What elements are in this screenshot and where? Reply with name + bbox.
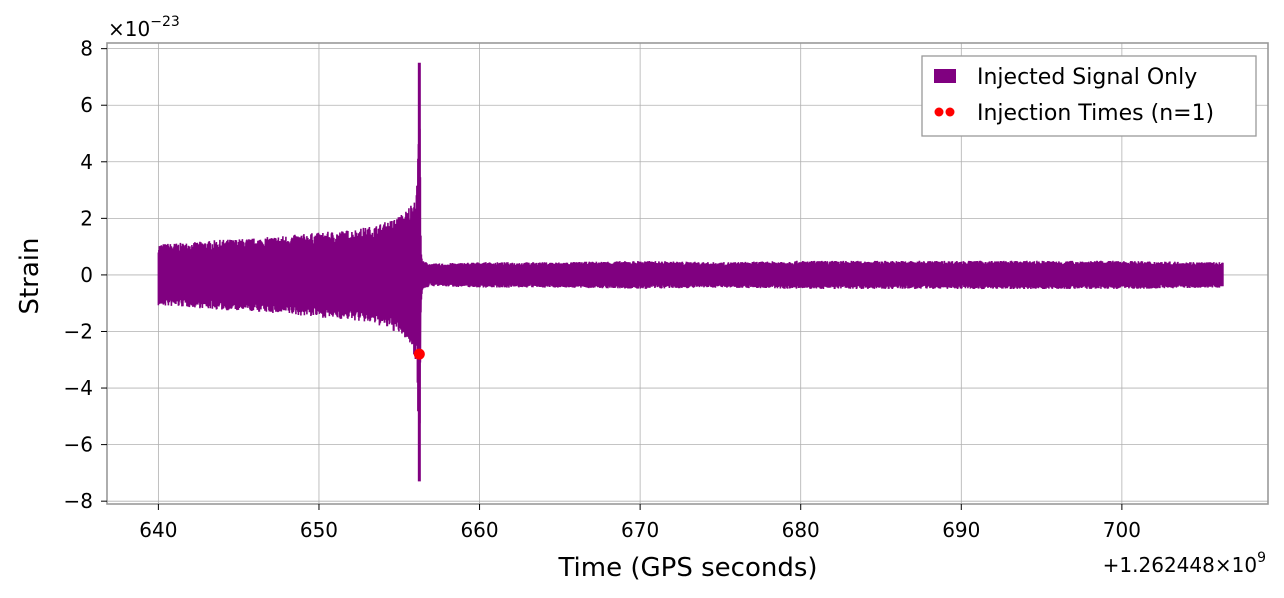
legend: Injected Signal Only Injection Times (n=… [921,55,1257,137]
legend-swatch-injected-signal [934,69,956,83]
y-tick-label: −8 [64,489,93,513]
injected-signal-line [157,94,1224,472]
y-ticks: −8 −6 −4 −2 0 2 4 6 8 [64,37,107,513]
y-tick-label: 2 [80,206,93,230]
legend-label-injection-times: Injection Times (n=1) [977,101,1214,126]
y-tick-label: 4 [80,150,93,174]
y-axis-label: Strain [15,237,45,314]
y-tick-label: −2 [64,319,93,343]
x-axis-label: Time (GPS seconds) [557,553,817,583]
x-tick-label: 700 [1103,518,1141,542]
legend-marker-injection-a [934,107,944,117]
x-tick-label: 690 [942,518,980,542]
y-tick-label: −6 [64,433,93,457]
y-tick-label: 8 [80,37,93,61]
x-offset-text: +1.262448×109 [1103,550,1266,577]
legend-label-injected-signal: Injected Signal Only [977,65,1197,90]
y-scale-text: ×10−23 [108,14,180,41]
y-tick-label: 6 [80,93,93,117]
x-tick-label: 650 [300,518,338,542]
x-tick-label: 670 [621,518,659,542]
plot-frame [106,42,1269,505]
x-ticks: 640 650 660 670 680 690 700 [139,504,1141,542]
x-tick-label: 680 [782,518,820,542]
x-tick-label: 640 [139,518,177,542]
signal-series-layer [157,62,1224,482]
legend-marker-injection-b [945,107,955,117]
grid [107,43,1268,504]
y-tick-label: 0 [80,263,93,287]
injection-marker-layer [413,348,425,360]
y-tick-label: −4 [64,376,93,400]
x-tick-label: 660 [460,518,498,542]
injection-time-marker [413,348,425,360]
legend-box [921,55,1257,137]
